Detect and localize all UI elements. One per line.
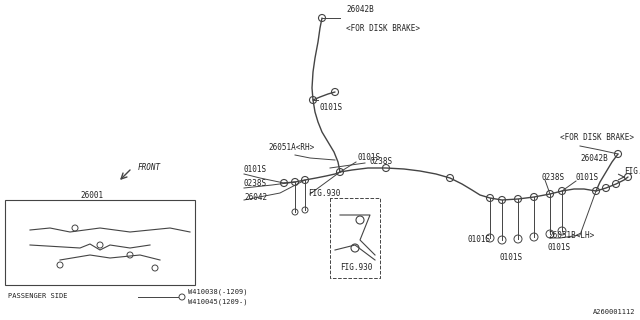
Text: 0101S: 0101S bbox=[468, 236, 491, 244]
Text: 26042: 26042 bbox=[244, 194, 267, 203]
Text: 26051B<LH>: 26051B<LH> bbox=[548, 231, 595, 241]
Text: 0238S: 0238S bbox=[542, 173, 565, 182]
Text: M060004: M060004 bbox=[8, 261, 38, 267]
Bar bbox=[5, 200, 195, 285]
Text: FIG.930: FIG.930 bbox=[340, 263, 372, 273]
Text: FIG.930: FIG.930 bbox=[308, 189, 340, 198]
Text: FRONT: FRONT bbox=[138, 164, 161, 172]
Text: 0101S: 0101S bbox=[244, 165, 267, 174]
Text: 26042B: 26042B bbox=[346, 5, 374, 14]
Text: 83321: 83321 bbox=[8, 245, 29, 251]
Text: 0101S: 0101S bbox=[576, 173, 599, 182]
Text: FIG.263: FIG.263 bbox=[624, 167, 640, 177]
Text: A260001112: A260001112 bbox=[593, 309, 635, 315]
Text: <FOR DISK BRAKE>: <FOR DISK BRAKE> bbox=[560, 133, 634, 142]
Text: 26042B: 26042B bbox=[580, 154, 608, 163]
Text: 0238S: 0238S bbox=[244, 180, 267, 188]
Text: PASSENGER SIDE: PASSENGER SIDE bbox=[8, 293, 67, 299]
Text: <FOR DISK BRAKE>: <FOR DISK BRAKE> bbox=[346, 24, 420, 33]
Text: W410045(1209-): W410045(1209-) bbox=[188, 299, 248, 305]
Text: 26051A<RH>: 26051A<RH> bbox=[268, 143, 314, 153]
Text: 0101S: 0101S bbox=[320, 103, 343, 113]
Text: 0101S: 0101S bbox=[548, 244, 571, 252]
Text: 0238S: 0238S bbox=[370, 157, 393, 166]
Text: 26001: 26001 bbox=[80, 191, 103, 201]
Text: N340008: N340008 bbox=[8, 227, 38, 233]
Text: 0101S: 0101S bbox=[500, 253, 523, 262]
Text: W410038(-1209): W410038(-1209) bbox=[188, 289, 248, 295]
Text: 0450S: 0450S bbox=[140, 273, 161, 279]
Text: 0101S: 0101S bbox=[358, 154, 381, 163]
Text: M060004: M060004 bbox=[120, 207, 150, 213]
